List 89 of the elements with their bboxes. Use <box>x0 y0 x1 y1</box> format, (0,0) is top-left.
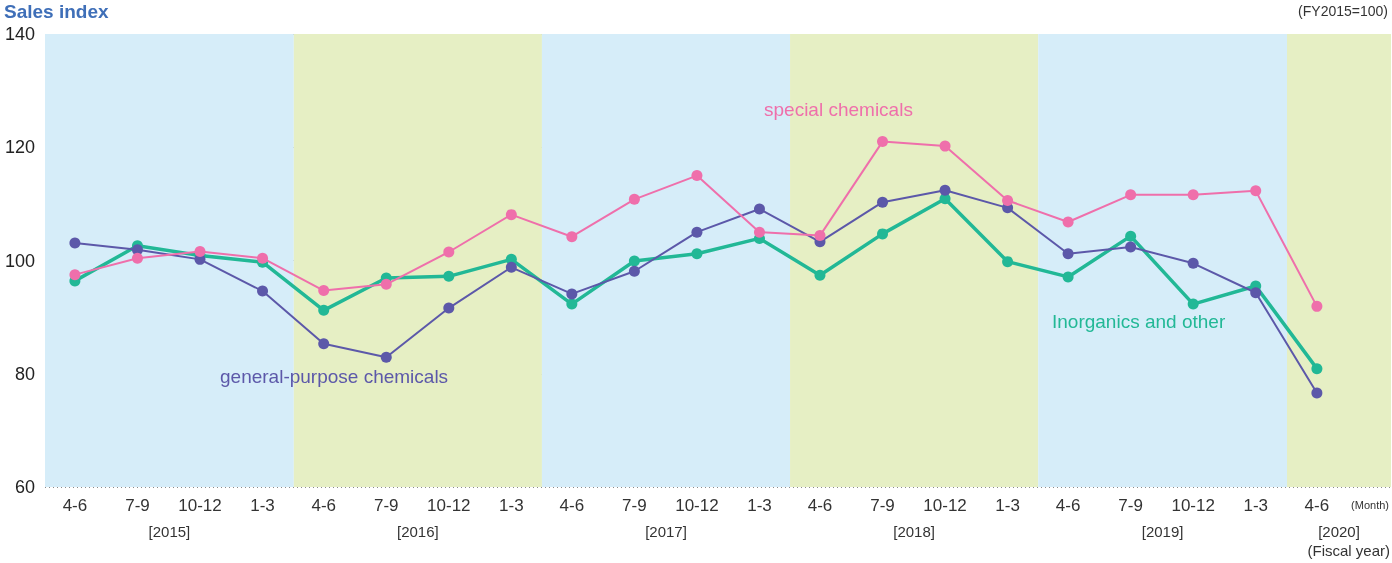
point <box>443 302 455 314</box>
point <box>505 261 517 273</box>
point <box>939 184 951 196</box>
point <box>1187 298 1199 310</box>
x-tick-label: 7-9 <box>1118 496 1143 515</box>
point <box>69 237 81 249</box>
point <box>443 246 455 258</box>
x-tick-label: 1-3 <box>1243 496 1269 515</box>
point <box>318 338 330 350</box>
point <box>691 170 703 182</box>
point <box>380 278 392 290</box>
point <box>194 245 206 257</box>
point <box>628 255 640 267</box>
point <box>1187 189 1199 201</box>
text: (Fiscal year) <box>1307 542 1391 559</box>
x-tick-label: 7-9 <box>125 496 150 515</box>
point <box>1062 271 1074 283</box>
point <box>877 228 889 240</box>
x-tick-label: 4-6 <box>807 496 833 515</box>
point <box>1311 387 1323 399</box>
x-tick-label: 7-9 <box>870 496 895 515</box>
x-tick-label: 7-9 <box>622 496 647 515</box>
x-tick-label: 4-6 <box>311 496 337 515</box>
y-tick-label: 80 <box>14 363 35 384</box>
series-label: general-purpose chemicals <box>220 366 449 387</box>
x-tick-label: 7-9 <box>373 496 399 515</box>
point <box>1187 257 1199 269</box>
x-axis-title: (Month) <box>1351 498 1389 511</box>
point <box>1002 256 1014 268</box>
y-tick-label: 140 <box>4 24 35 44</box>
point <box>1062 248 1074 260</box>
x-tick-label: 1-3 <box>499 496 524 515</box>
series-label: Inorganics and other <box>1052 311 1226 332</box>
band-label: [2018] <box>893 523 935 540</box>
point <box>753 226 765 238</box>
point <box>1125 189 1137 201</box>
point <box>1250 287 1262 299</box>
point <box>877 136 889 148</box>
band-label: [2020] <box>1318 523 1360 540</box>
point <box>1250 185 1262 197</box>
point <box>318 304 330 316</box>
point <box>691 248 703 260</box>
point <box>1311 363 1323 375</box>
x-tick-label: 10-12 <box>178 496 222 515</box>
x-tick-label: 10-12 <box>427 496 471 515</box>
band-label: [2017] <box>645 523 687 540</box>
point <box>939 140 951 152</box>
text: (FY2015=100) <box>1298 3 1389 19</box>
band-label: [2016] <box>397 523 439 540</box>
point <box>505 209 517 221</box>
x-tick-label: 4-6 <box>559 496 585 515</box>
x-tick-label: 10-12 <box>923 496 967 515</box>
point <box>443 270 455 282</box>
series-label: special chemicals <box>764 99 913 120</box>
y-tick-label: 100 <box>4 250 35 271</box>
y-tick-label: 60 <box>14 477 35 497</box>
point <box>753 203 765 215</box>
point <box>691 226 703 238</box>
point <box>628 265 640 277</box>
point <box>69 269 81 281</box>
point <box>566 231 578 243</box>
x-tick-label: 4-6 <box>62 496 88 515</box>
point <box>814 230 826 242</box>
point <box>380 351 392 363</box>
point <box>131 252 143 264</box>
point <box>814 269 826 281</box>
point <box>318 285 330 297</box>
x-tick-label: 1-3 <box>250 496 275 515</box>
point <box>1125 241 1137 253</box>
point <box>1125 230 1137 242</box>
point <box>1311 300 1323 312</box>
x-tick-label: 10-12 <box>1171 496 1215 515</box>
x-tick-label: 4-6 <box>1055 496 1081 515</box>
point <box>257 252 269 264</box>
x-tick-label: 1-3 <box>995 496 1020 515</box>
x-tick-label: 4-6 <box>1304 496 1330 515</box>
x-tick-label: 1-3 <box>747 496 772 515</box>
y-axis-title: Sales index <box>4 1 109 22</box>
point <box>1062 216 1074 228</box>
point <box>566 288 578 300</box>
x-tick-label: 10-12 <box>675 496 719 515</box>
point <box>628 193 640 205</box>
point <box>257 285 269 297</box>
y-tick-label: 120 <box>4 137 35 158</box>
band-label: [2019] <box>1141 523 1184 540</box>
point <box>1002 194 1014 206</box>
point <box>877 196 889 208</box>
point <box>566 298 578 310</box>
band-label: [2015] <box>148 523 191 540</box>
